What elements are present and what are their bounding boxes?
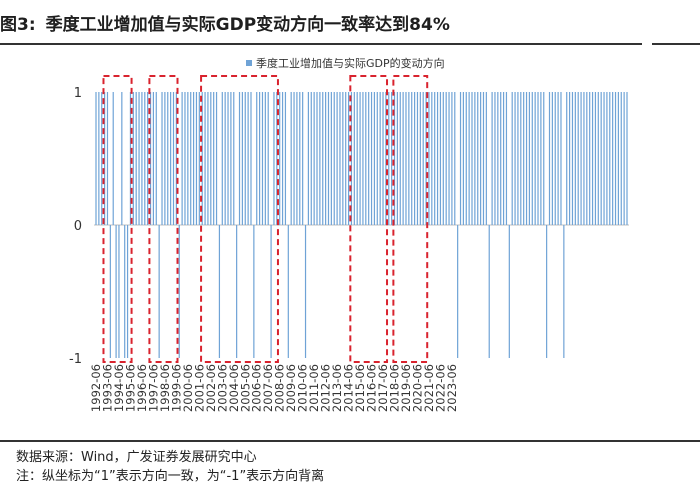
x-tick-label: 2002-06 <box>204 364 218 412</box>
top-rule <box>0 43 642 45</box>
top-rule-right <box>652 43 700 45</box>
x-tick-label: 2019-06 <box>399 364 413 412</box>
highlight-box <box>148 75 179 363</box>
x-tick-label: 2007-06 <box>261 364 275 412</box>
x-tick-label: 2013-06 <box>330 364 344 412</box>
x-tick-label: 2006-06 <box>250 364 264 412</box>
x-tick-label: 1993-06 <box>100 364 114 412</box>
data-source: 数据来源：Wind，广发证券发展研究中心 <box>16 450 257 465</box>
x-tick-label: 1999-06 <box>169 364 183 412</box>
x-tick-label: 2003-06 <box>215 364 229 412</box>
y-tick-label: 1 <box>74 86 82 101</box>
x-tick-label: 1994-06 <box>112 364 126 412</box>
x-tick-label: 1998-06 <box>158 364 172 412</box>
figure-label: 图3: <box>0 15 36 35</box>
x-tick-label: 2016-06 <box>365 364 379 412</box>
highlight-box <box>392 75 429 363</box>
x-tick-label: 2005-06 <box>238 364 252 412</box>
y-tick-label: -1 <box>69 352 82 367</box>
x-tick-label: 2021-06 <box>422 364 436 412</box>
x-tick-label: 2020-06 <box>410 364 424 412</box>
x-tick-label: 2012-06 <box>319 364 333 412</box>
y-tick-label: 0 <box>74 219 82 234</box>
figure-title: 图3: 季度工业增加值与实际GDP变动方向一致率达到84% <box>0 12 450 38</box>
x-tick-label: 1997-06 <box>146 364 160 412</box>
bottom-rule <box>0 440 700 442</box>
x-tick-label: 2015-06 <box>353 364 367 412</box>
x-tick-label: 1995-06 <box>123 364 137 412</box>
x-tick-label: 2010-06 <box>296 364 310 412</box>
x-tick-label: 2014-06 <box>342 364 356 412</box>
chart-note: 注：纵坐标为“1”表示方向一致，为“-1”表示方向背离 <box>16 469 325 484</box>
x-tick-label: 2017-06 <box>376 364 390 412</box>
x-tick-label: 2004-06 <box>227 364 241 412</box>
highlight-box <box>200 75 279 363</box>
x-tick-label: 2018-06 <box>388 364 402 412</box>
x-tick-label: 2011-06 <box>307 364 321 412</box>
legend-swatch <box>246 60 252 66</box>
x-tick-label: 2009-06 <box>284 364 298 412</box>
figure-title-text: 季度工业增加值与实际GDP变动方向一致率达到84% <box>45 15 450 35</box>
x-tick-label: 2000-06 <box>181 364 195 412</box>
x-tick-label: 2022-06 <box>433 364 447 412</box>
x-tick-label: 2001-06 <box>192 364 206 412</box>
x-tick-label: 2023-06 <box>445 364 459 412</box>
chart: 季度工业增加值与实际GDP的变动方向 1 0 -1 1992-061993-061994… <box>69 56 629 412</box>
highlight-box <box>102 75 133 363</box>
x-tick-label: 1992-06 <box>89 364 103 412</box>
x-tick-label: 1996-06 <box>135 364 149 412</box>
highlight-box <box>349 75 389 363</box>
legend-label: 季度工业增加值与实际GDP的变动方向 <box>256 56 445 70</box>
x-tick-label: 2008-06 <box>273 364 287 412</box>
